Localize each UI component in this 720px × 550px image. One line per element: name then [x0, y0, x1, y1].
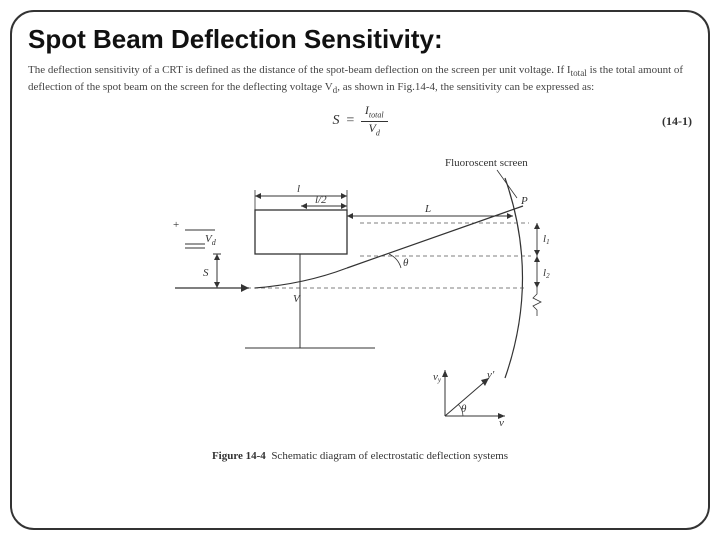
- diagram-container: P Fluoroscent screen + Vd S: [28, 148, 692, 468]
- l1-ad: [534, 250, 540, 256]
- l-arrow-r: [341, 193, 347, 199]
- lhalf-arrow-r: [341, 203, 347, 209]
- label-p: P: [520, 195, 528, 207]
- svg-text:vy: vy: [433, 371, 442, 384]
- label-theta: θ: [403, 257, 409, 269]
- screen-leader: [497, 170, 517, 198]
- equation-lhs: S: [332, 113, 339, 129]
- beam-curve: [255, 268, 347, 288]
- l-arrow-l: [255, 193, 261, 199]
- lhalf-arrow-l: [301, 203, 307, 209]
- label-l2: l2: [543, 267, 550, 280]
- equation-number: (14-1): [662, 114, 692, 129]
- equation-den: Vd: [365, 122, 384, 138]
- velocity-inset: vy v v' θ: [433, 369, 505, 429]
- page-title: Spot Beam Deflection Sensitivity:: [28, 24, 692, 55]
- label-screen: Fluoroscent screen: [445, 157, 528, 169]
- figure-caption-text: Schematic diagram of electrostatic defle…: [271, 450, 508, 462]
- svg-text:θ: θ: [461, 403, 467, 415]
- zigzag: [533, 288, 541, 316]
- deflection-diagram: P Fluoroscent screen + Vd S: [145, 148, 575, 448]
- label-vd: Vd: [205, 233, 217, 247]
- description-text: The deflection sensitivity of a CRT is d…: [28, 63, 692, 96]
- L-arrow-l: [347, 213, 353, 219]
- label-s: S: [203, 267, 209, 279]
- s-arrow-down: [214, 282, 220, 288]
- figure-number: Figure 14-4: [212, 450, 266, 462]
- svg-text:v': v': [487, 369, 495, 381]
- l2-au: [534, 256, 540, 262]
- equation-eq: =: [345, 113, 354, 129]
- equation-fraction: Itotal Vd: [361, 104, 388, 137]
- plates-box: [255, 210, 347, 254]
- L-arrow-r: [507, 213, 513, 219]
- figure-caption: Figure 14-4 Schematic diagram of electro…: [28, 450, 692, 462]
- label-l: l: [297, 183, 300, 195]
- beam-in-arrow: [241, 284, 249, 292]
- equation-num: Itotal: [361, 104, 388, 121]
- equation-row: S = Itotal Vd (14-1): [28, 102, 692, 140]
- equation: S = Itotal Vd: [332, 104, 387, 137]
- s-arrow-up: [214, 254, 220, 260]
- l1-au: [534, 223, 540, 229]
- label-l1: l1: [543, 233, 550, 246]
- beam-straight: [347, 206, 523, 268]
- label-L: L: [424, 203, 431, 215]
- svg-text:v: v: [499, 417, 504, 429]
- screen-arc: [505, 178, 523, 378]
- label-lhalf: l/2: [315, 194, 327, 206]
- l2-ad: [534, 282, 540, 288]
- label-plus: +: [173, 219, 179, 231]
